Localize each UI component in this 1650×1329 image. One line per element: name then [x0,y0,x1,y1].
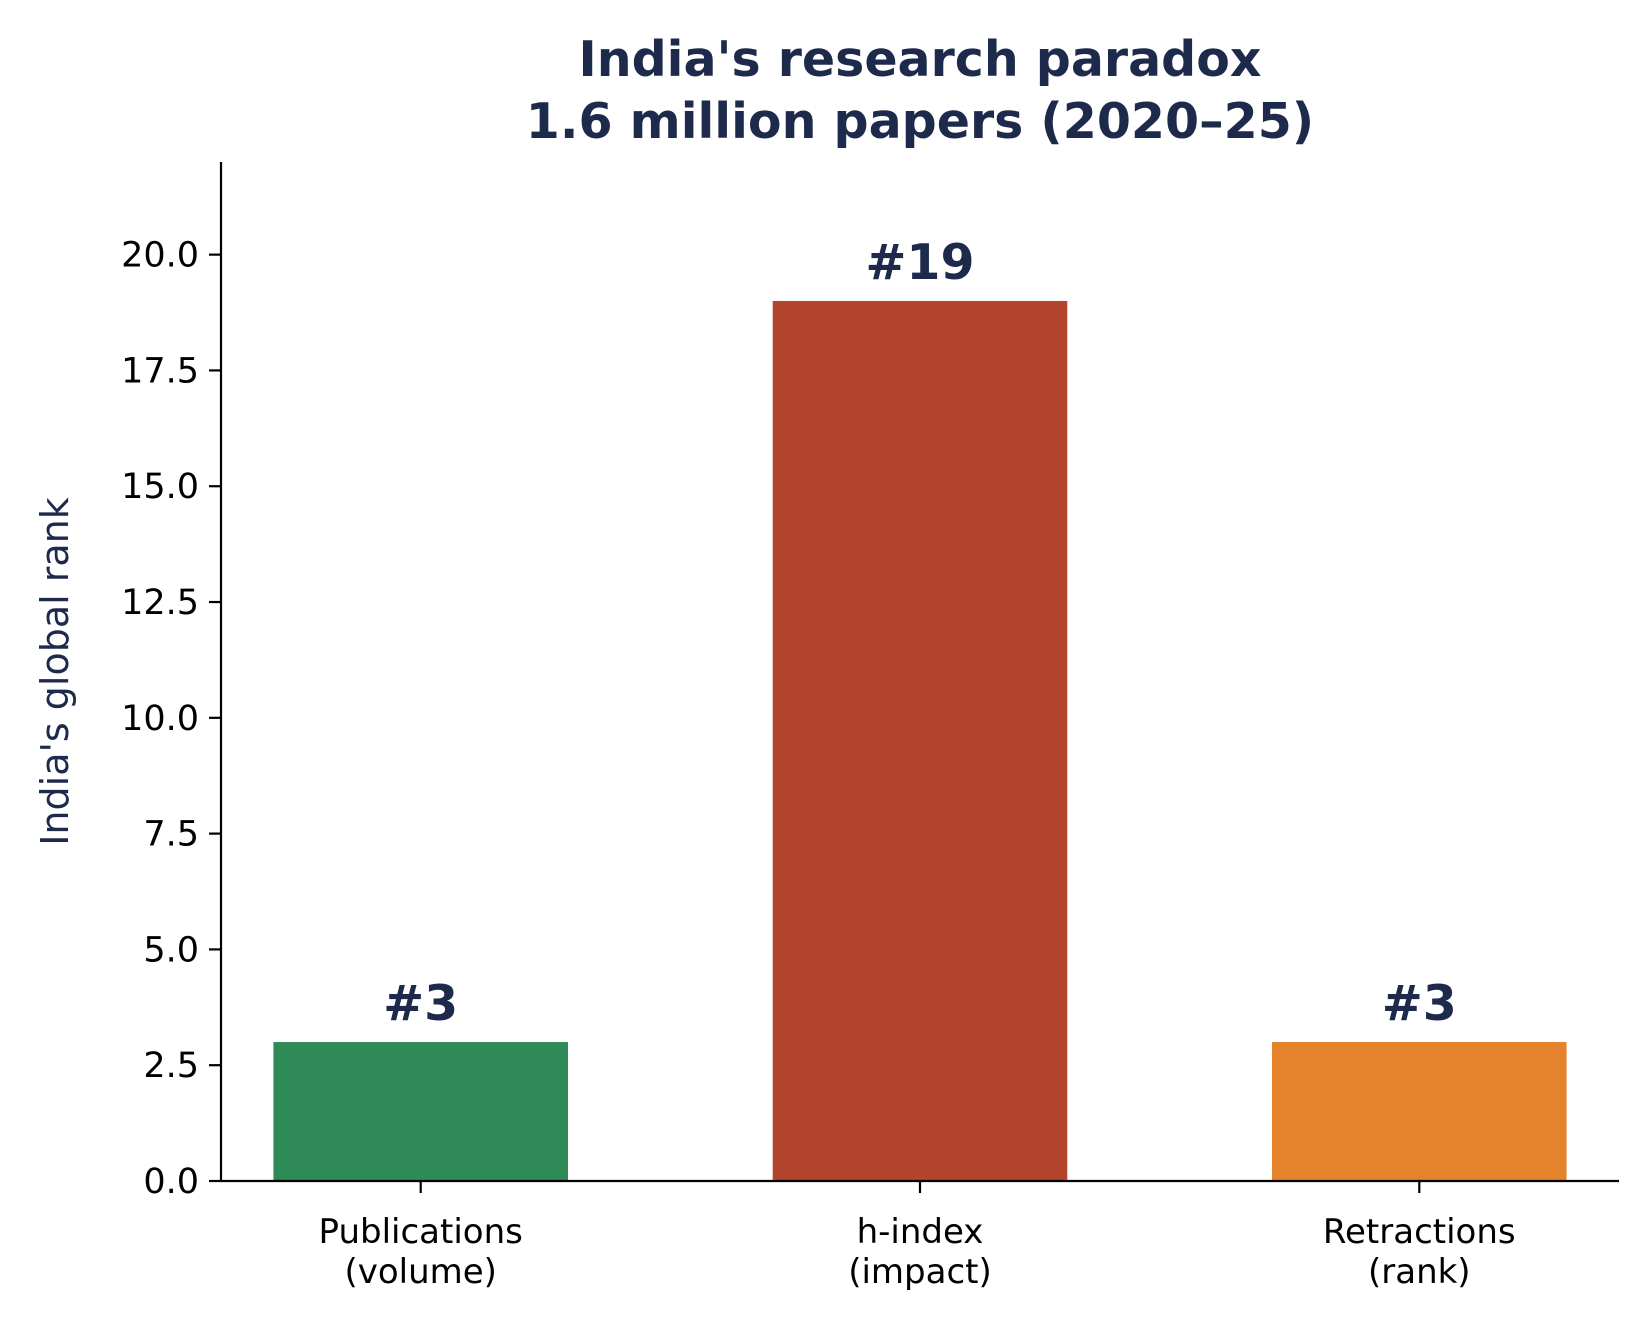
y-axis-label-group: India's global rank [33,497,77,846]
x-tick-label: (impact) [848,1252,992,1292]
y-tick-label: 15.0 [121,467,199,507]
x-axis: Publications(volume) h-index(impact) Retra… [220,1179,1619,1292]
x-tick-label: (volume) [344,1252,497,1292]
bar-value-label: #19 [865,234,974,291]
y-tick-label: 7.5 [143,815,199,855]
y-tick-label: 12.5 [121,583,199,623]
y-tick-label: 20.0 [121,236,199,276]
bar [772,300,1068,1181]
chart-title-line: India's research paradox [578,31,1261,88]
y-axis-label: India's global rank [33,497,77,846]
y-tick-label: 10.0 [121,699,199,739]
bar-value-labels: #3 #19 #3 [383,234,1457,1032]
x-tick-label: Publications [319,1212,523,1252]
y-tick-label: 17.5 [121,351,199,391]
y-tick-label: 2.5 [143,1046,199,1086]
y-tick-label: 5.0 [143,930,199,970]
x-tick-label: (rank) [1368,1252,1471,1292]
bars [273,300,1567,1181]
bar-value-label: #3 [1382,975,1457,1032]
x-tick-label: h-index [857,1212,984,1252]
y-tick-label: 0.0 [143,1162,199,1202]
x-tick-label: Retractions [1323,1212,1516,1252]
y-axis: 0.0 2.5 5.0 7.5 10.0 12.5 15.0 17.5 20.0 [121,162,223,1202]
bar [273,1042,569,1181]
chart-title-line: 1.6 million papers (2020–25) [526,93,1314,150]
bar [1271,1042,1567,1181]
bar-value-label: #3 [383,975,458,1032]
